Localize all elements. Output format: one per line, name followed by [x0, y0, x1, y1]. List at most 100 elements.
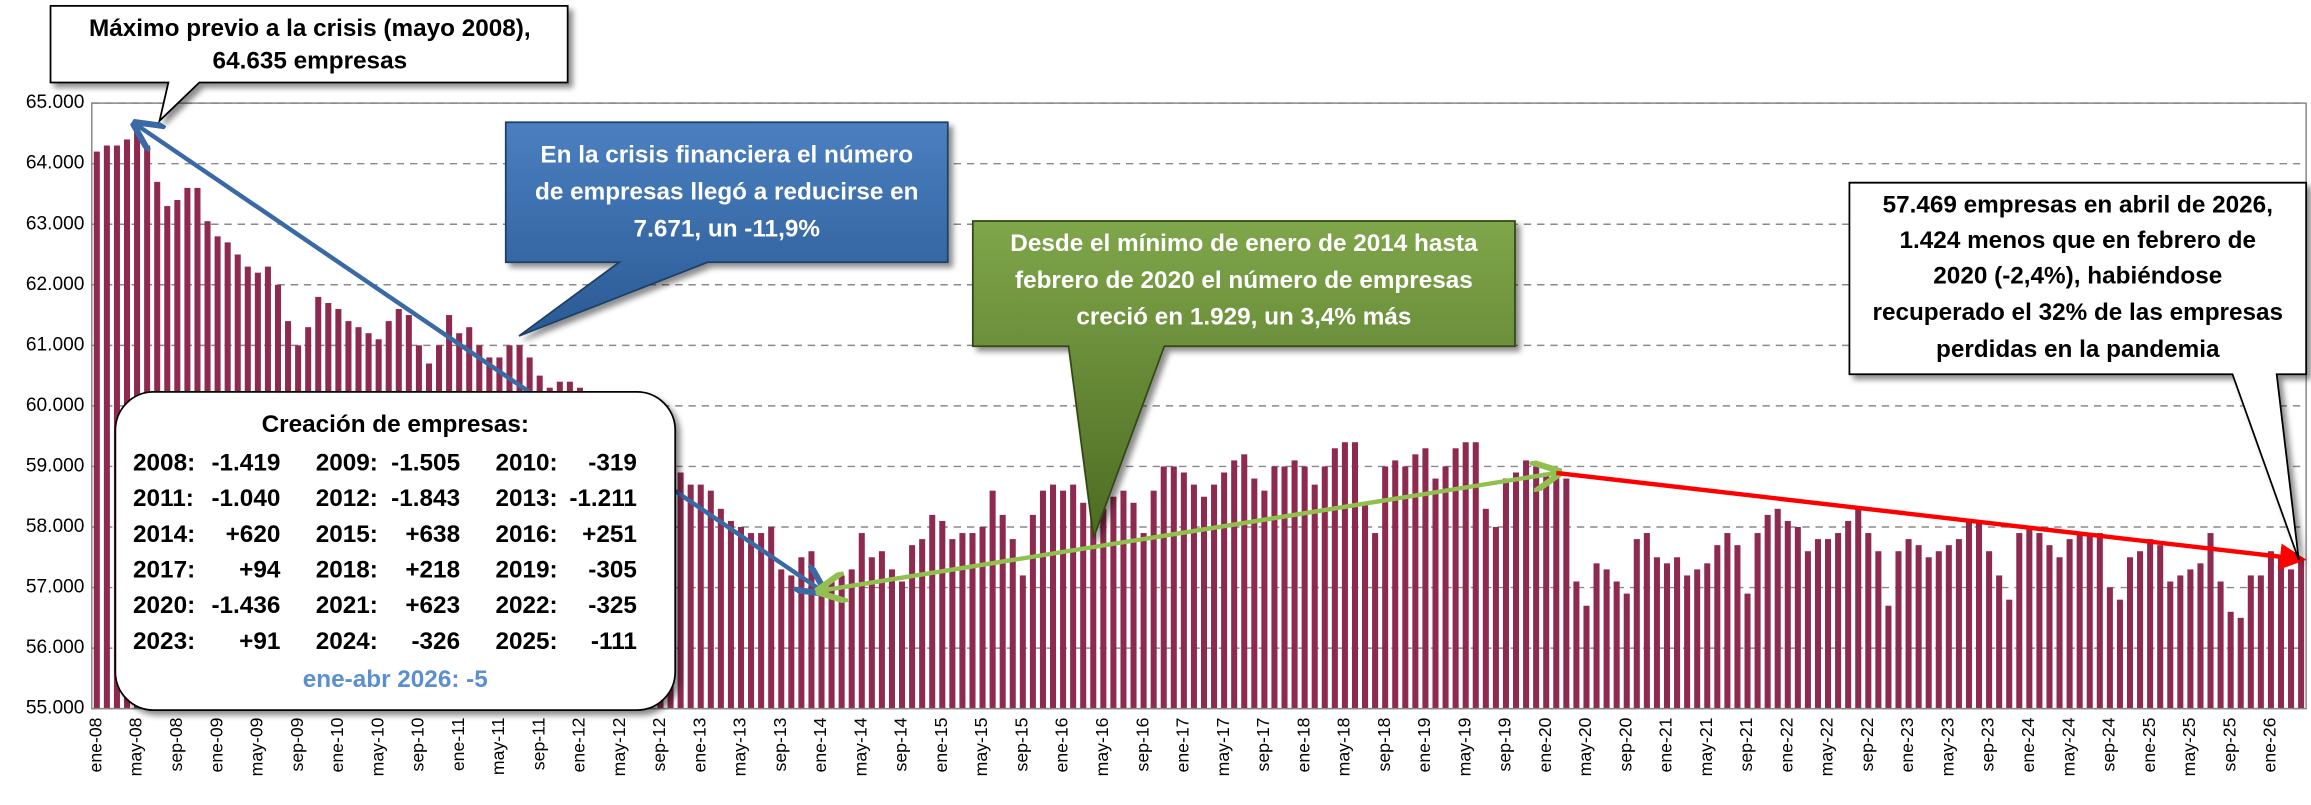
creation-year: 2009: — [316, 450, 378, 477]
creation-year: 2012: — [316, 485, 378, 512]
bar — [1814, 539, 1821, 709]
callout-text: 2020 (-2,4%), habiéndose — [1933, 262, 2222, 289]
bar — [1804, 551, 1811, 709]
callout-box — [504, 121, 949, 337]
bar — [1865, 533, 1872, 709]
bar — [1885, 605, 1892, 709]
creation-value: +91 — [239, 628, 280, 655]
x-tick-label: ene-23 — [1897, 717, 1917, 772]
creation-year: 2021: — [316, 592, 378, 619]
x-tick-label: ene-15 — [931, 717, 951, 772]
y-tick-label: 64.000 — [26, 153, 85, 174]
creation-year: 2016: — [495, 521, 557, 548]
x-tick-label: ene-19 — [1414, 717, 1434, 772]
x-tick-label: ene-13 — [689, 717, 709, 772]
bar — [1039, 490, 1046, 709]
callout-text: perdidas en la pandemia — [1936, 336, 2220, 363]
bar — [1976, 520, 1983, 709]
bar — [1704, 563, 1711, 709]
x-tick-label: sep-12 — [649, 717, 669, 771]
bar — [2167, 581, 2174, 709]
bar — [1573, 581, 1580, 709]
bar — [677, 472, 684, 709]
bar — [2177, 575, 2184, 709]
y-tick-label: 65.000 — [26, 92, 85, 113]
bar — [1553, 472, 1560, 709]
bar — [1714, 545, 1721, 709]
bar — [2267, 551, 2274, 709]
x-tick-label: ene-22 — [1776, 717, 1796, 772]
callout-text: 64.635 empresas — [213, 47, 408, 74]
callout-box — [1848, 181, 2308, 561]
bar — [1502, 478, 1509, 709]
bar — [1120, 490, 1127, 709]
x-tick-label: may-13 — [730, 717, 750, 776]
bar — [2147, 539, 2154, 709]
x-tick-label: ene-17 — [1173, 717, 1193, 772]
arrows — [137, 125, 2307, 590]
creation-title: Creación de empresas: — [262, 411, 529, 438]
bar — [1019, 575, 1026, 709]
x-tick-label: ene-26 — [2260, 717, 2280, 772]
x-tick-label: ene-08 — [85, 717, 105, 772]
bar — [828, 581, 835, 709]
bar — [1563, 478, 1570, 709]
bar — [768, 526, 775, 709]
x-tick-label: sep-09 — [287, 717, 307, 771]
x-tick-label: sep-17 — [1253, 717, 1273, 771]
y-tick-label: 60.000 — [26, 395, 85, 416]
bar — [1492, 526, 1499, 709]
bar — [1150, 490, 1157, 709]
bar — [808, 551, 815, 709]
x-tick-label: may-25 — [2179, 717, 2199, 776]
bar — [2187, 569, 2194, 709]
bar — [1905, 539, 1912, 709]
bar — [1996, 575, 2003, 709]
x-tick-label: may-08 — [126, 717, 146, 776]
creation-year: 2013: — [495, 485, 557, 512]
y-tick-label: 61.000 — [26, 334, 85, 355]
bar — [2137, 551, 2144, 709]
bar — [1663, 563, 1671, 709]
x-tick-label: sep-13 — [770, 717, 790, 771]
bar — [1774, 508, 1781, 709]
x-tick-label: may-16 — [1092, 717, 1112, 776]
x-tick-label: sep-10 — [408, 717, 428, 771]
creation-value: -111 — [591, 628, 637, 655]
x-tick-label: ene-09 — [206, 717, 226, 772]
bar — [1925, 557, 1932, 709]
bar — [2086, 533, 2093, 709]
bar — [909, 545, 916, 709]
callout-recovery: Desde el mínimo de enero de 2014 hasta f… — [971, 220, 1516, 539]
creation-value: +638 — [405, 521, 460, 548]
bar — [1512, 472, 1520, 709]
callout-text: En la crisis financiera el número — [540, 142, 913, 169]
creation-year: 2024: — [316, 628, 378, 655]
bar — [1170, 466, 1177, 709]
bar — [2247, 575, 2254, 709]
bar — [2016, 533, 2023, 709]
bar — [2126, 557, 2134, 709]
bar — [1009, 539, 1016, 709]
bar — [1462, 442, 1469, 709]
bar — [1321, 466, 1328, 709]
bar — [1341, 442, 1348, 709]
x-tick-label: sep-16 — [1132, 717, 1152, 771]
bar — [848, 569, 855, 709]
bar — [1653, 557, 1660, 709]
bar — [2066, 539, 2073, 709]
y-tick-label: 62.000 — [26, 274, 85, 295]
x-tick-label: ene-12 — [569, 717, 589, 772]
bar — [1211, 484, 1218, 709]
bar — [1533, 466, 1540, 709]
bar — [2116, 599, 2123, 709]
bar — [1744, 593, 1751, 709]
bar — [737, 526, 745, 709]
bar — [778, 569, 785, 709]
x-tick-label: may-24 — [2058, 717, 2078, 776]
bar — [1251, 478, 1258, 709]
bar — [707, 490, 714, 709]
x-tick-label: ene-25 — [2139, 717, 2159, 772]
bar — [1180, 472, 1187, 709]
creation-value: -1.505 — [391, 450, 460, 477]
